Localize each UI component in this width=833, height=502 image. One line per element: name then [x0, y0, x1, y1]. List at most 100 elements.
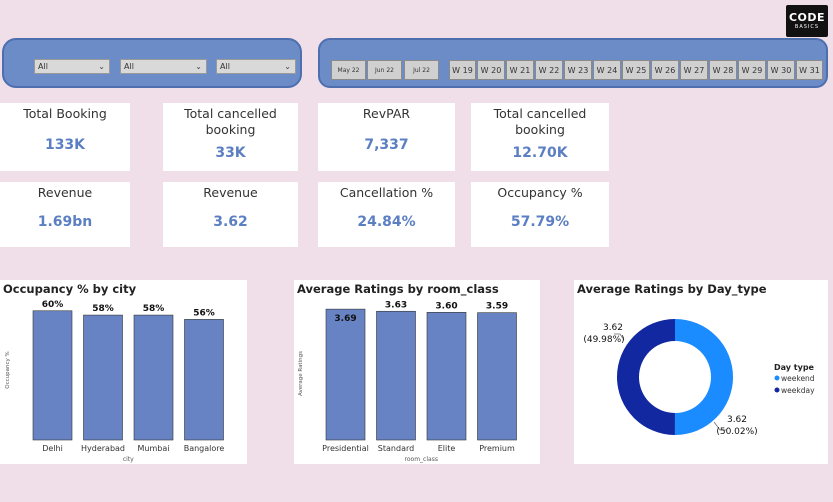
kpi-label: Cancellation %	[339, 185, 434, 200]
logo-text: CODE	[788, 11, 826, 24]
chart-title: Occupancy % by city	[3, 282, 137, 296]
x-tick-label: Hyderabad	[81, 444, 125, 453]
week-slicer-26[interactable]: W 26	[651, 60, 679, 80]
x-tick-label: Premium	[479, 444, 515, 453]
bar-standard	[376, 310, 416, 441]
leader-line-weekend	[713, 421, 726, 431]
data-label-weekend-percent: (50.02%)	[716, 427, 757, 437]
legend-entry-weekday: weekday	[781, 386, 815, 395]
ratings-by-day-type-svg: 3.62 (50.02%) 3.62 (49.98%) Day type weekend w…	[583, 319, 815, 437]
bar-premium	[477, 312, 517, 441]
legend-marker-weekday	[774, 387, 780, 393]
kpi-card-total-booking: Total Booking 133K	[0, 103, 130, 171]
leader-line-weekday	[614, 333, 625, 341]
y-axis-label: Average Ratings	[298, 351, 304, 396]
week-slicer-29[interactable]: W 29	[738, 60, 766, 80]
month-slicer-jul[interactable]: Jul 22	[404, 60, 439, 80]
bar-hyderabad	[83, 314, 123, 441]
month-slicer-jun[interactable]: Jun 22	[367, 60, 402, 80]
data-label: 3.60	[435, 301, 457, 311]
week-slicer-21[interactable]: W 21	[506, 60, 534, 80]
kpi-label: Revenue	[203, 185, 258, 200]
ratings-by-day-type-chart: 3.62 (50.02%) 3.62 (49.98%) Day type weekend w…	[574, 280, 828, 464]
legend-marker-weekend	[774, 375, 780, 381]
bar-presidential	[325, 308, 366, 441]
chart-title: Average Ratings by Day_type	[577, 282, 767, 296]
kpi-card-total-cancelled-booking: Total cancelled booking 33K	[163, 103, 298, 171]
slice-weekend	[674, 319, 733, 435]
bar-bangalore	[184, 319, 224, 441]
kpi-card-revenue: Revenue 1.69bn	[0, 182, 130, 247]
kpi-label: Total Booking	[23, 106, 107, 121]
kpi-label: Occupancy %	[497, 185, 583, 200]
bar-delhi	[32, 310, 73, 441]
month-slicer-may[interactable]: May 22	[331, 60, 366, 80]
filter-dropdown-2-value: All	[124, 62, 134, 71]
kpi-card-revenue-2: Revenue 3.62	[163, 182, 298, 247]
week-slicer-23[interactable]: W 23	[564, 60, 592, 80]
data-label-weekday-percent: (49.98%)	[583, 335, 624, 345]
kpi-label: Revenue	[37, 185, 93, 200]
data-label: 3.69	[334, 314, 356, 324]
x-tick-label: Standard	[378, 444, 414, 453]
bar-mumbai	[133, 314, 174, 441]
data-label: 56%	[193, 308, 215, 318]
x-tick-label: Mumbai	[138, 444, 170, 453]
week-slicer-31[interactable]: W 31	[796, 60, 823, 80]
kpi-value: 3.62	[213, 214, 248, 230]
kpi-card-cancellation: Cancellation % 24.84%	[318, 182, 455, 247]
kpi-value: 7,337	[364, 137, 409, 153]
kpi-card-occupancy: Occupancy % 57.79%	[471, 182, 609, 247]
chevron-down-icon: ⌄	[195, 62, 202, 71]
x-tick-label: Bangalore	[184, 444, 225, 453]
slice-weekday	[616, 319, 675, 435]
filter-dropdown-1-value: All	[38, 62, 48, 71]
chevron-down-icon: ⌄	[98, 62, 105, 71]
filter-dropdown-1[interactable]: All ⌄	[34, 59, 110, 74]
week-slicer-22[interactable]: W 22	[535, 60, 563, 80]
legend-title: Day type	[774, 363, 815, 372]
filter-dropdown-2[interactable]: All ⌄	[120, 59, 207, 74]
date-slicer-panel: May 22 Jun 22 Jul 22 W 19 W 20 W 21 W 22…	[318, 38, 828, 88]
chevron-down-icon: ⌄	[284, 62, 291, 71]
kpi-card-revpar: RevPAR 7,337	[318, 103, 455, 171]
chart-title: Average Ratings by room_class	[297, 282, 499, 296]
kpi-value: 12.70K	[512, 145, 568, 161]
kpi-value: 133K	[44, 137, 86, 153]
x-tick-label: Elite	[438, 444, 456, 453]
x-tick-label: Presidential	[322, 444, 369, 453]
kpi-label: Total cancelled booking	[493, 106, 587, 137]
x-axis-label: room_class	[405, 456, 438, 463]
kpi-value: 33K	[215, 145, 246, 161]
codebasics-logo: CODE BASICS	[786, 5, 828, 37]
filter-dropdown-3[interactable]: All ⌄	[216, 59, 296, 74]
data-label-weekend-value: 3.62	[727, 415, 747, 425]
week-slicer-24[interactable]: W 24	[593, 60, 621, 80]
week-slicer-30[interactable]: W 30	[767, 60, 795, 80]
occupancy-by-city-svg: 60% Delhi 58% Hyderabad 58% Mumbai 56% Bangalor…	[5, 300, 225, 463]
logo-subtext: BASICS	[794, 24, 820, 30]
ratings-by-room-class-svg: 3.69 Presidential 3.63 Standard 3.60 Elite 3.5…	[298, 300, 517, 463]
week-slicer-19[interactable]: W 19	[449, 60, 476, 80]
week-slicer-25[interactable]: W 25	[622, 60, 650, 80]
data-label: 58%	[92, 304, 114, 314]
occupancy-by-city-chart: 60% Delhi 58% Hyderabad 58% Mumbai 56% Bangalor…	[0, 280, 247, 464]
week-slicer-27[interactable]: W 27	[680, 60, 708, 80]
data-label: 60%	[42, 300, 64, 310]
legend-entry-weekend: weekend	[781, 374, 815, 383]
kpi-card-total-cancelled-booking-2: Total cancelled booking 12.70K	[471, 103, 609, 171]
x-tick-label: Delhi	[42, 444, 63, 453]
data-label: 3.59	[486, 302, 508, 312]
x-axis-label: city	[123, 456, 134, 463]
filter-dropdown-3-value: All	[220, 62, 230, 71]
kpi-value: 1.69bn	[37, 214, 93, 230]
ratings-by-room-class-chart: 3.69 Presidential 3.63 Standard 3.60 Elite 3.5…	[294, 280, 540, 464]
kpi-value: 57.79%	[510, 214, 570, 230]
kpi-label: Total cancelled booking	[184, 106, 277, 137]
bar-elite	[426, 312, 467, 441]
kpi-value: 24.84%	[357, 214, 416, 230]
kpi-label: RevPAR	[362, 106, 411, 121]
week-slicer-20[interactable]: W 20	[477, 60, 505, 80]
filter-panel: All ⌄ All ⌄ All ⌄	[2, 38, 302, 88]
week-slicer-28[interactable]: W 28	[709, 60, 737, 80]
